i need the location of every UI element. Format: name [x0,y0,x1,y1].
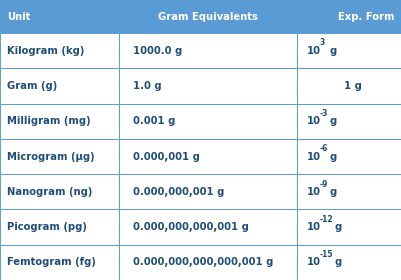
Bar [0,139,119,174]
Bar [0,104,119,139]
Text: 0.000,000,001 g: 0.000,000,001 g [134,187,225,197]
Text: 10: 10 [307,116,321,126]
Bar [0,245,119,280]
Bar [0,33,119,68]
Text: 10: 10 [307,46,321,56]
Bar [0,209,119,245]
Text: Milligram (mg): Milligram (mg) [7,116,91,126]
Bar [119,0,297,33]
Text: Picogram (pg): Picogram (pg) [7,222,87,232]
Text: 1000.0 g: 1000.0 g [134,46,183,56]
Text: 1 g: 1 g [344,81,362,91]
Text: Femtogram (fg): Femtogram (fg) [7,257,96,267]
Text: Microgram (μg): Microgram (μg) [7,151,95,162]
Text: Kilogram (kg): Kilogram (kg) [7,46,84,56]
Text: g: g [330,151,337,162]
Text: 10: 10 [307,151,321,162]
Text: g: g [330,116,337,126]
Text: -6: -6 [320,144,328,153]
Text: Unit: Unit [7,11,30,22]
Text: g: g [330,46,337,56]
Bar [119,209,297,245]
Bar [297,174,401,209]
Bar [119,174,297,209]
Text: Nanogram (ng): Nanogram (ng) [7,187,92,197]
Text: -9: -9 [320,179,328,188]
Bar [119,104,297,139]
Bar [297,0,401,33]
Text: 0.000,001 g: 0.000,001 g [134,151,200,162]
Text: 10: 10 [307,222,321,232]
Bar [297,104,401,139]
Bar [0,174,119,209]
Text: -15: -15 [320,250,333,259]
Text: Gram Equivalents: Gram Equivalents [158,11,258,22]
Bar [297,33,401,68]
Text: g: g [330,187,337,197]
Text: 10: 10 [307,187,321,197]
Bar [119,33,297,68]
Text: Gram (g): Gram (g) [7,81,57,91]
Text: -3: -3 [320,109,328,118]
Text: 1.0 g: 1.0 g [134,81,162,91]
Text: 0.000,000,000,000,001 g: 0.000,000,000,000,001 g [134,257,274,267]
Bar [0,0,119,33]
Text: 0.001 g: 0.001 g [134,116,176,126]
Bar [119,68,297,104]
Bar [0,68,119,104]
Text: 0.000,000,000,001 g: 0.000,000,000,001 g [134,222,249,232]
Text: g: g [335,222,342,232]
Text: -12: -12 [320,215,333,224]
Text: g: g [335,257,342,267]
Text: Exp. Form: Exp. Form [338,11,394,22]
Text: 3: 3 [320,38,325,47]
Bar [297,68,401,104]
Bar [297,209,401,245]
Text: 10: 10 [307,257,321,267]
Bar [297,245,401,280]
Bar [297,139,401,174]
Bar [119,139,297,174]
Bar [119,245,297,280]
